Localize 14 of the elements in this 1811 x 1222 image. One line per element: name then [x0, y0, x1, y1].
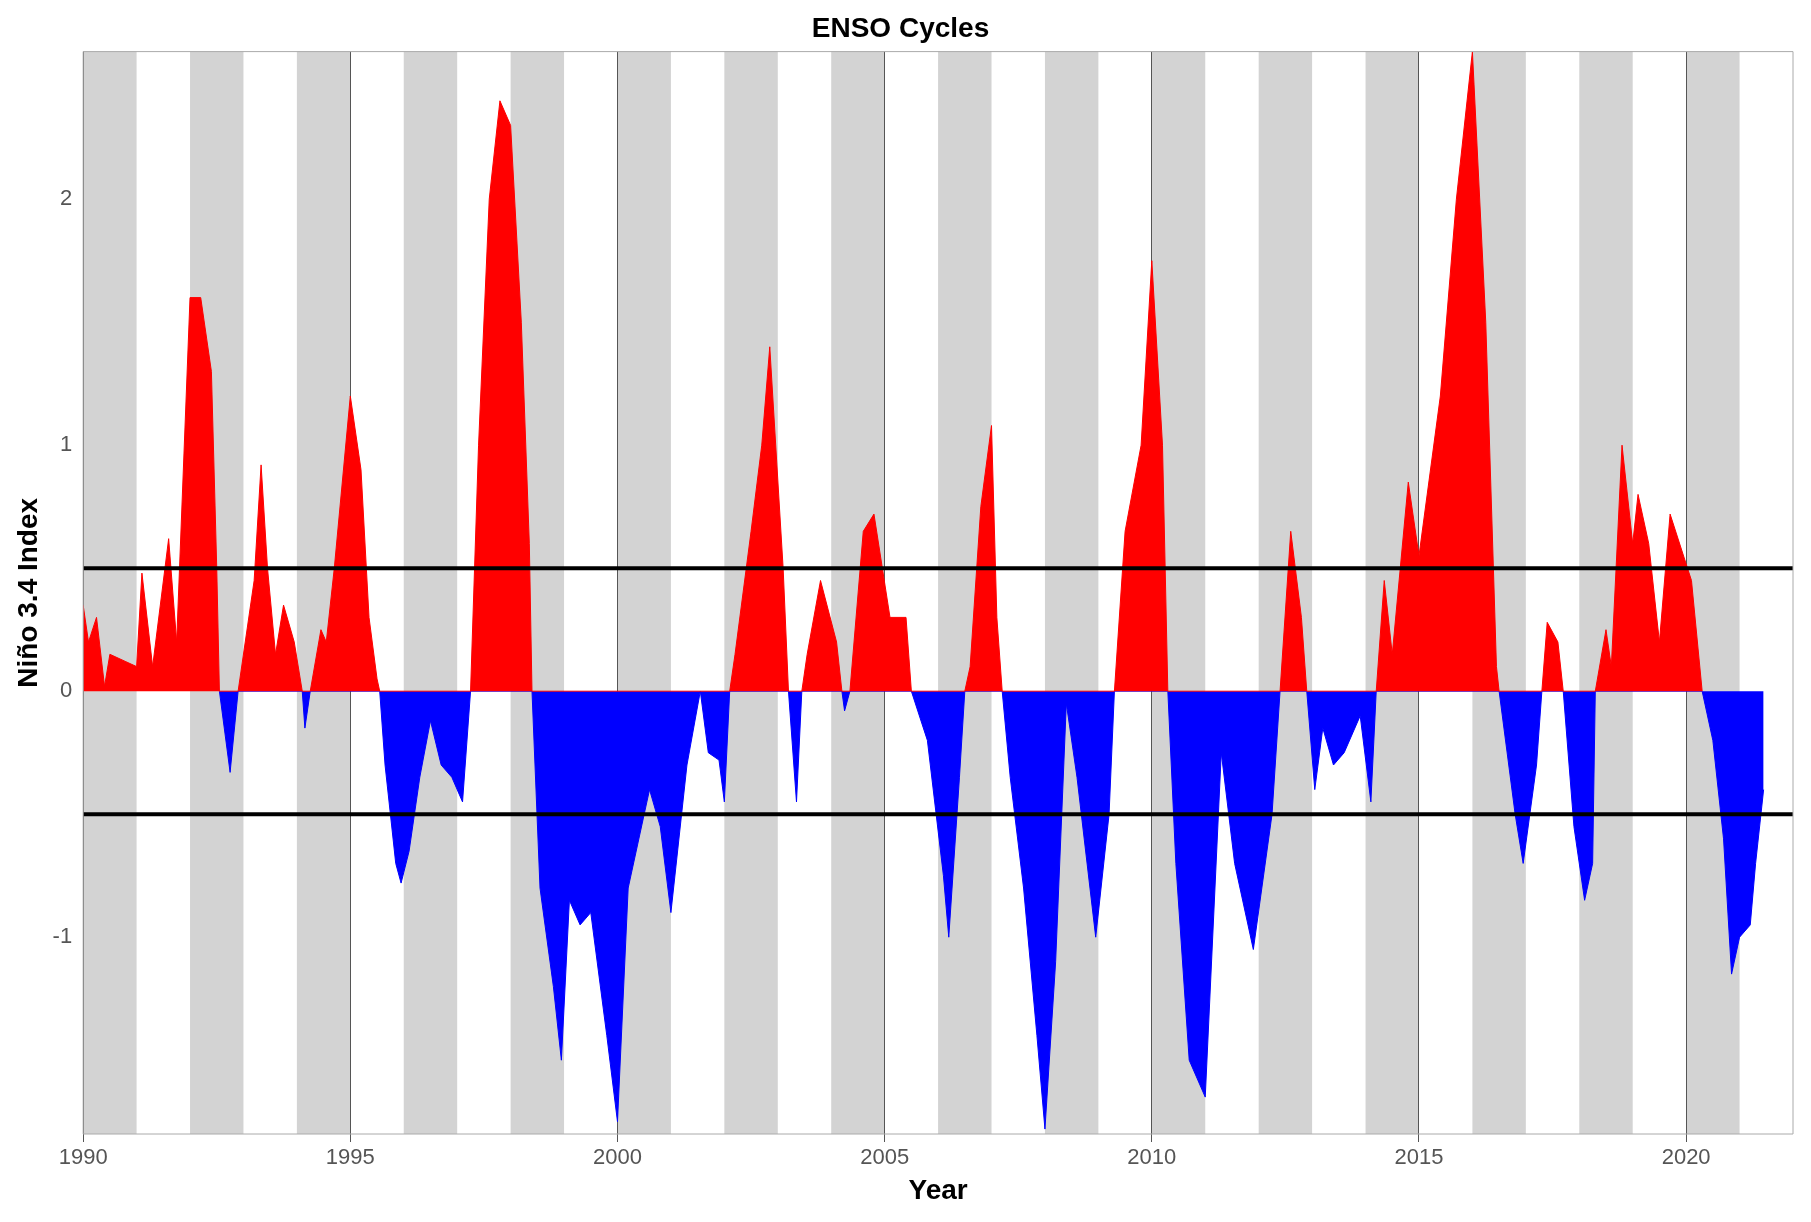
x-tick-label: 2015 — [1394, 1144, 1444, 1170]
y-tick-label: 0 — [59, 677, 73, 703]
x-tick-label: 1995 — [325, 1144, 375, 1170]
x-tick-label: 2000 — [593, 1144, 642, 1170]
y-axis-title: Niño 3.4 Index — [11, 497, 43, 688]
y-tick-label: 1 — [59, 431, 73, 457]
x-tick-label: 2010 — [1127, 1144, 1177, 1170]
y-tick-label: -1 — [52, 923, 73, 949]
x-tick-label: 2020 — [1661, 1144, 1711, 1170]
x-axis-title: Year — [908, 1173, 968, 1205]
x-tick-label: 1990 — [58, 1144, 108, 1170]
x-tick-label: 2005 — [860, 1144, 910, 1170]
chart-title: ENSO Cycles — [811, 11, 990, 43]
y-tick-label: 2 — [59, 185, 73, 211]
